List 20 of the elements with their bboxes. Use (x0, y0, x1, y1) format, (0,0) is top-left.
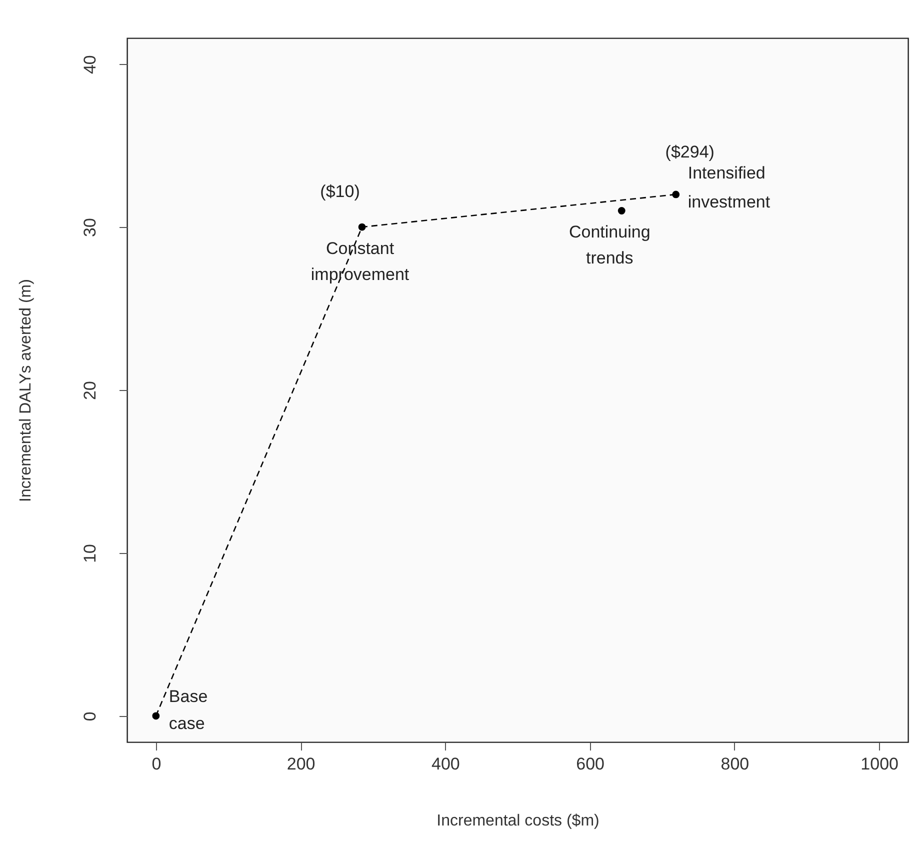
annotation: Base case (168, 686, 208, 733)
x-tick-label: 1000 (860, 754, 898, 774)
x-axis-title: Incremental costs ($m) (436, 812, 600, 830)
y-tick-label: 40 (80, 55, 100, 74)
x-tick-label: 0 (152, 754, 162, 774)
annotation: ($10) (320, 182, 360, 202)
x-tick-label: 400 (432, 754, 460, 774)
y-axis-title: Incremental DALYs averted (m) (18, 279, 34, 502)
x-tick-label: 200 (286, 754, 316, 774)
point (618, 207, 626, 214)
annotation: ($294) (665, 142, 714, 162)
x-tick-label: 600 (576, 754, 604, 774)
y-tick-label: 0 (80, 712, 100, 722)
y-tick-label: 30 (80, 218, 100, 237)
y-tick-label: 20 (80, 381, 100, 400)
annotation: Continuing trends (568, 222, 650, 268)
x-tick-label: 800 (720, 754, 750, 774)
annotation: Intensified investment (688, 163, 770, 212)
annotation: Constant improvement (310, 239, 410, 284)
y-tick-label: 10 (80, 544, 100, 563)
